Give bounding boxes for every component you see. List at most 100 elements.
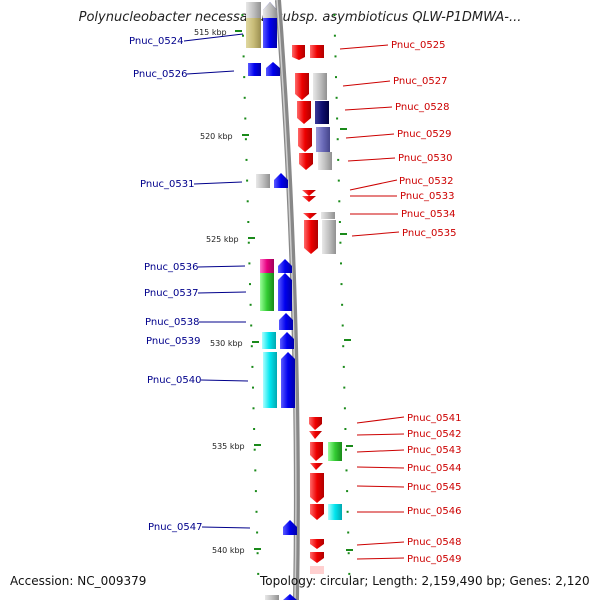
leader-pnuc-0527 — [342, 80, 391, 87]
gene-pnuc-0539-arrow[interactable] — [280, 332, 294, 349]
gene-pnuc-0531-block[interactable] — [256, 174, 270, 188]
gene-pnuc-0544-arrow[interactable] — [310, 463, 323, 470]
gene-pnuc-0529-arrow[interactable] — [298, 128, 312, 152]
genome-backbone — [275, 0, 300, 600]
leader-pnuc-0540 — [200, 379, 249, 382]
right-minor-tick — [333, 34, 336, 37]
left-minor-tick — [242, 55, 245, 58]
gene-pnuc-0546-block[interactable] — [328, 504, 342, 520]
right-minor-tick — [339, 241, 342, 244]
gene-pnuc-0528-block[interactable] — [315, 101, 329, 124]
left-minor-tick — [252, 386, 254, 389]
right-minor-tick — [333, 14, 336, 16]
gene-pnuc-0543-block[interactable] — [328, 442, 342, 461]
gene-pnuc-0548-arrow[interactable] — [310, 539, 324, 549]
left-minor-tick — [248, 262, 251, 265]
gene-pnuc-0538-arrow[interactable] — [279, 313, 293, 330]
gene-pnuc-0546-arrow[interactable] — [310, 504, 324, 520]
gene-pnuc-0525-b[interactable] — [310, 45, 324, 58]
label-pnuc-0528[interactable]: Pnuc_0528 — [395, 102, 449, 113]
gene-partial-bottom-right[interactable] — [310, 566, 324, 574]
gene-pnuc-0534-block[interactable] — [321, 212, 335, 219]
label-pnuc-0524[interactable]: Pnuc_0524 — [129, 36, 183, 47]
right-minor-tick — [345, 469, 348, 472]
gene-pnuc-0526-block[interactable] — [248, 63, 261, 76]
gene-partial-bottom-arrow[interactable] — [283, 594, 297, 600]
label-pnuc-0545[interactable]: Pnuc_0545 — [407, 482, 461, 493]
label-pnuc-0548[interactable]: Pnuc_0548 — [407, 537, 461, 548]
gene-pnuc-0527-block[interactable] — [313, 73, 327, 100]
gene-arrow-fwd-top[interactable] — [263, 2, 277, 18]
label-pnuc-0539[interactable]: Pnuc_0539 — [146, 336, 200, 347]
left-minor-tick — [249, 283, 251, 286]
right-minor-tick — [340, 262, 342, 265]
gene-pnuc-0533-arrow[interactable] — [302, 196, 316, 202]
label-pnuc-0541[interactable]: Pnuc_0541 — [407, 413, 461, 424]
right-minor-tick — [337, 179, 340, 182]
gene-pnuc-0536-arrow[interactable] — [278, 259, 292, 273]
gene-pnuc-0535-block[interactable] — [322, 220, 336, 254]
gene-pnuc-0540-block[interactable] — [263, 352, 277, 408]
label-pnuc-0533[interactable]: Pnuc_0533 — [400, 191, 454, 202]
gene-pnuc-0537-block[interactable] — [260, 273, 274, 311]
gene-pnuc-0526-arrow[interactable] — [266, 62, 280, 76]
gene-pnuc-0540-arrow[interactable] — [281, 352, 295, 408]
gene-pnuc-0530-arrow[interactable] — [299, 153, 313, 170]
gene-pnuc-0532-arrow[interactable] — [302, 190, 316, 196]
left-minor-tick — [257, 572, 260, 575]
gene-pnuc-0530-block[interactable] — [318, 152, 332, 170]
gene-pnuc-0525-a[interactable] — [292, 45, 305, 60]
label-pnuc-0525[interactable]: Pnuc_0525 — [391, 40, 445, 51]
gene-pnuc-0535-arrow[interactable] — [304, 220, 318, 254]
right-minor-tick — [335, 76, 337, 79]
label-pnuc-0526[interactable]: Pnuc_0526 — [133, 69, 187, 80]
gene-pnuc-0539-block[interactable] — [262, 332, 276, 349]
label-pnuc-0538[interactable]: Pnuc_0538 — [145, 317, 199, 328]
gene-pnuc-0542-arrow[interactable] — [309, 431, 322, 439]
label-pnuc-0546[interactable]: Pnuc_0546 — [407, 506, 461, 517]
left-minor-tick — [244, 138, 247, 141]
label-pnuc-0529[interactable]: Pnuc_0529 — [397, 129, 451, 140]
left-tick-track — [241, 14, 260, 575]
major-tick-right-535 — [346, 445, 353, 447]
label-pnuc-0535[interactable]: Pnuc_0535 — [402, 228, 456, 239]
major-tick-525 — [248, 237, 255, 239]
left-minor-tick — [255, 510, 258, 513]
label-pnuc-0534[interactable]: Pnuc_0534 — [401, 209, 455, 220]
gene-pnuc-0534-arrow[interactable] — [303, 213, 317, 219]
gene-pnuc-0541-arrow[interactable] — [309, 417, 322, 430]
leader-pnuc-0545 — [356, 485, 405, 488]
gene-pnuc-0549-arrow[interactable] — [310, 552, 324, 563]
label-pnuc-0530[interactable]: Pnuc_0530 — [398, 153, 452, 164]
gene-pnuc-0529-block[interactable] — [316, 127, 330, 152]
label-pnuc-0536[interactable]: Pnuc_0536 — [144, 262, 198, 273]
label-pnuc-0537[interactable]: Pnuc_0537 — [144, 288, 198, 299]
gene-pnuc-0545-arrow[interactable] — [310, 473, 324, 503]
gene-pnuc-0537-arrow[interactable] — [278, 273, 292, 311]
label-pnuc-0547[interactable]: Pnuc_0547 — [148, 522, 202, 533]
label-pnuc-0527[interactable]: Pnuc_0527 — [393, 76, 447, 87]
gene-block-top[interactable] — [246, 2, 261, 18]
right-minor-tick — [335, 96, 338, 99]
label-pnuc-0540[interactable]: Pnuc_0540 — [147, 375, 201, 386]
gene-pnuc-0543-arrow[interactable] — [310, 442, 323, 461]
label-pnuc-0542[interactable]: Pnuc_0542 — [407, 429, 461, 440]
gene-pnuc-0536-block[interactable] — [260, 259, 274, 273]
label-pnuc-0532[interactable]: Pnuc_0532 — [399, 176, 453, 187]
left-minor-tick — [256, 531, 259, 534]
gene-pnuc-0547-arrow[interactable] — [283, 520, 297, 535]
gene-pnuc-0527-arrow[interactable] — [295, 73, 309, 100]
leader-pnuc-0543 — [356, 449, 405, 453]
right-minor-tick — [347, 531, 350, 534]
topology-text: Topology: circular; Length: 2,159,490 bp… — [260, 574, 590, 588]
gene-pnuc-0531-arrow[interactable] — [274, 173, 288, 188]
label-pnuc-0544[interactable]: Pnuc_0544 — [407, 463, 461, 474]
label-pnuc-0543[interactable]: Pnuc_0543 — [407, 445, 461, 456]
label-pnuc-0531[interactable]: Pnuc_0531 — [140, 179, 194, 190]
accession-text: Accession: NC_009379 — [10, 574, 147, 588]
gene-pnuc-0528-arrow[interactable] — [297, 101, 311, 124]
gene-partial-bottom[interactable] — [265, 595, 279, 600]
label-pnuc-0549[interactable]: Pnuc_0549 — [407, 554, 461, 565]
left-minor-tick — [247, 221, 250, 223]
kbp-label-540: 540 kbp — [212, 546, 245, 555]
